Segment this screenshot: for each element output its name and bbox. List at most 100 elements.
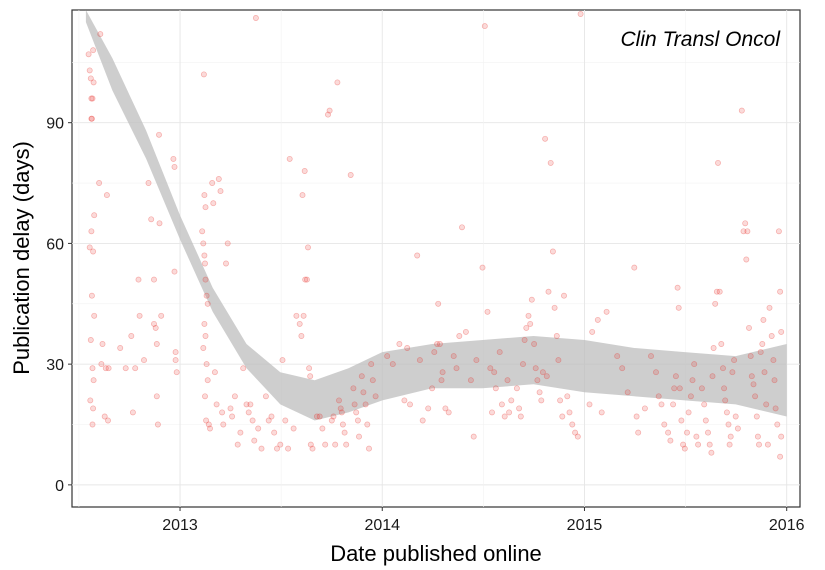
data-point — [105, 365, 112, 372]
data-point — [691, 361, 698, 368]
data-point — [88, 115, 95, 122]
x-tick-label: 2013 — [162, 517, 198, 534]
data-point — [523, 324, 530, 331]
data-point — [720, 365, 726, 372]
data-point — [425, 405, 432, 412]
data-point — [170, 155, 177, 162]
data-point — [456, 333, 463, 339]
data-point — [220, 421, 227, 428]
data-point — [404, 345, 411, 351]
data-point — [566, 409, 573, 416]
x-tick-label: 2015 — [567, 517, 603, 534]
data-point — [87, 397, 94, 404]
data-point — [772, 405, 779, 412]
data-point — [453, 365, 460, 372]
data-point — [577, 11, 584, 17]
data-point — [496, 349, 503, 356]
data-point — [462, 328, 469, 335]
data-point — [774, 421, 781, 428]
data-point — [753, 413, 760, 420]
data-point — [754, 433, 761, 440]
data-point — [414, 252, 421, 259]
data-point — [549, 248, 556, 255]
data-point — [296, 320, 303, 327]
data-point — [504, 377, 511, 384]
data-point — [528, 296, 535, 303]
data-point — [708, 449, 715, 456]
data-point — [358, 373, 365, 380]
data-point — [501, 413, 508, 420]
data-point — [101, 413, 108, 420]
data-point — [747, 353, 754, 360]
data-point — [731, 357, 738, 364]
data-point — [732, 413, 739, 420]
data-point — [603, 308, 610, 315]
data-point — [738, 107, 745, 114]
data-point — [290, 425, 297, 432]
data-point — [778, 328, 785, 335]
data-point — [274, 445, 280, 452]
data-point — [202, 204, 209, 211]
data-point — [350, 385, 357, 392]
y-tick-label: 0 — [55, 478, 64, 495]
data-point — [748, 373, 755, 380]
data-point — [718, 341, 725, 347]
x-axis-title: Date published online — [330, 541, 542, 566]
data-point — [203, 361, 210, 368]
data-point — [631, 264, 638, 271]
data-point — [744, 228, 751, 235]
data-point — [525, 312, 532, 319]
data-point — [97, 31, 104, 38]
data-point — [298, 333, 305, 339]
data-point — [202, 333, 209, 339]
data-point — [151, 320, 157, 327]
data-point — [85, 51, 92, 58]
data-point — [761, 369, 768, 376]
data-point — [756, 441, 762, 448]
data-point — [153, 393, 160, 400]
data-point — [271, 429, 278, 436]
data-point — [117, 345, 124, 351]
data-point — [416, 357, 423, 364]
data-point — [614, 353, 621, 360]
data-point — [90, 377, 97, 384]
data-point — [354, 417, 361, 424]
data-point — [200, 240, 207, 247]
data-point — [122, 365, 129, 372]
data-point — [624, 389, 631, 396]
data-point — [209, 180, 216, 186]
data-point — [508, 397, 515, 404]
data-point — [213, 401, 220, 408]
data-point — [695, 441, 702, 448]
data-point — [89, 95, 96, 102]
data-point — [771, 377, 778, 384]
data-point — [520, 361, 526, 368]
data-point — [701, 401, 708, 408]
data-point — [506, 409, 513, 416]
data-point — [262, 393, 269, 400]
x-tick-label: 2014 — [364, 517, 400, 534]
data-point — [438, 377, 445, 384]
data-point — [757, 349, 764, 356]
data-point — [445, 409, 452, 416]
data-point — [258, 445, 265, 452]
data-point — [316, 413, 323, 420]
data-point — [709, 373, 716, 380]
data-point — [207, 425, 213, 432]
data-point — [202, 260, 208, 267]
data-point — [153, 341, 160, 347]
data-point — [459, 224, 465, 231]
data-point — [203, 417, 210, 424]
data-point — [559, 413, 566, 420]
data-point — [775, 228, 782, 235]
data-point — [301, 168, 308, 174]
data-point — [693, 433, 700, 440]
data-point — [436, 341, 443, 347]
data-point — [204, 377, 211, 384]
data-point — [309, 445, 316, 452]
data-point — [763, 401, 770, 408]
data-point — [156, 131, 162, 138]
data-point — [268, 413, 275, 420]
data-point — [698, 385, 705, 392]
data-point — [102, 365, 109, 372]
